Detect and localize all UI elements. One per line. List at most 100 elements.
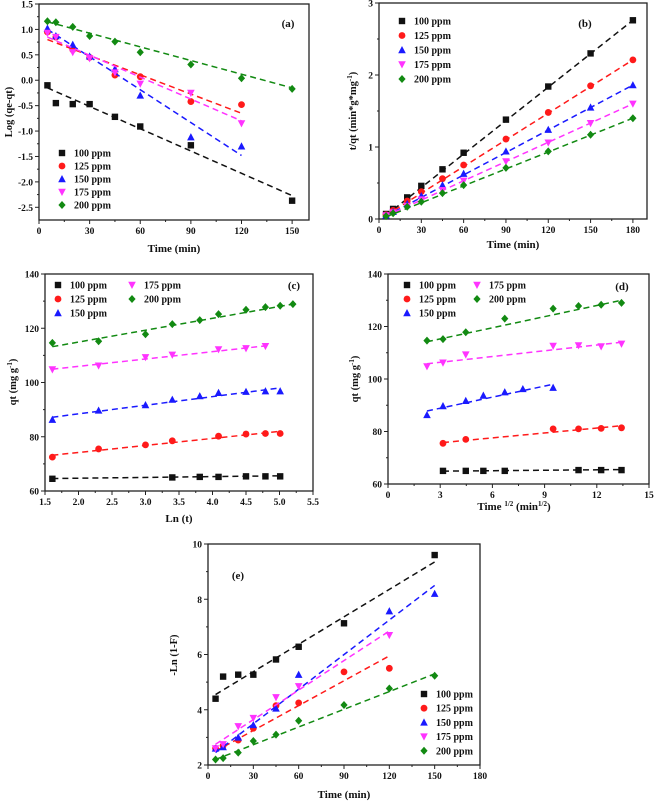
legend-entry: 150 ppm bbox=[403, 309, 457, 320]
data-point bbox=[168, 320, 176, 329]
data-point bbox=[238, 101, 245, 109]
data-point bbox=[439, 166, 446, 173]
chart-panel-b: 0 30 60 90 120 150 180 0 1 2 3 Time (min) t/qt (min*… bbox=[346, 0, 648, 251]
label-part: Log (qe-qt) bbox=[4, 86, 15, 137]
data-point bbox=[545, 83, 552, 90]
data-point bbox=[502, 116, 510, 123]
y-tick-label: 140 bbox=[368, 271, 383, 281]
data-point bbox=[597, 343, 605, 351]
label-part: Time (min) bbox=[487, 239, 540, 251]
x-tick-label: 0 bbox=[386, 491, 391, 501]
series-200-ppm bbox=[423, 298, 626, 345]
legend-marker bbox=[58, 188, 66, 196]
label-part: qt (mg g bbox=[8, 367, 19, 405]
series-200-ppm bbox=[43, 17, 296, 93]
y-tick-label: -2.0 bbox=[18, 178, 33, 188]
x-tick-label: 5.5 bbox=[307, 498, 319, 508]
data-point bbox=[195, 392, 204, 400]
y-tick-label: 1.0 bbox=[21, 26, 33, 36]
data-point bbox=[431, 671, 439, 680]
legend-entry: 175 ppm bbox=[128, 281, 182, 292]
data-point bbox=[439, 175, 446, 183]
data-point bbox=[629, 81, 637, 89]
data-point bbox=[249, 714, 258, 723]
data-point bbox=[295, 643, 302, 650]
data-point bbox=[549, 304, 557, 313]
data-point bbox=[234, 748, 242, 757]
data-point bbox=[272, 704, 280, 712]
data-point bbox=[68, 49, 77, 57]
legend-entry: 100 ppm bbox=[420, 690, 474, 701]
data-point bbox=[423, 363, 431, 371]
legend-entry: 200 ppm bbox=[398, 75, 452, 86]
x-tick-label: 120 bbox=[382, 772, 397, 782]
superscript: -1 bbox=[348, 359, 356, 365]
legend-entry: 150 ppm bbox=[420, 718, 474, 729]
superscript: 1/2 bbox=[504, 500, 513, 508]
legend-entry: 150 ppm bbox=[398, 46, 452, 57]
y-tick-label: 8 bbox=[197, 596, 202, 606]
legend-marker bbox=[58, 201, 66, 209]
data-point bbox=[111, 69, 119, 77]
data-point bbox=[629, 17, 637, 24]
fit-line bbox=[47, 28, 242, 157]
data-point bbox=[242, 345, 250, 353]
data-point bbox=[417, 188, 425, 196]
data-point bbox=[586, 103, 595, 111]
data-point bbox=[48, 366, 57, 374]
data-point bbox=[462, 435, 470, 443]
data-point bbox=[136, 48, 144, 57]
data-point bbox=[242, 387, 250, 395]
y-tick-label: 100 bbox=[25, 379, 40, 389]
legend-marker bbox=[403, 309, 411, 317]
legend-label: 100 ppm bbox=[414, 17, 452, 28]
data-point bbox=[459, 169, 468, 177]
fit-line bbox=[47, 38, 242, 114]
fit-line bbox=[442, 424, 622, 444]
data-point bbox=[618, 466, 625, 474]
data-point bbox=[587, 82, 594, 90]
label-part: ) bbox=[348, 71, 359, 75]
data-point bbox=[215, 473, 222, 481]
y-tick-label: 60 bbox=[373, 481, 383, 491]
superscript: -1 bbox=[6, 362, 14, 368]
legend-entry: 150 ppm bbox=[58, 175, 112, 186]
data-point bbox=[211, 745, 220, 753]
series-100-ppm bbox=[439, 466, 625, 475]
data-point bbox=[86, 32, 94, 41]
data-point bbox=[235, 671, 242, 678]
x-tick-label: 150 bbox=[428, 772, 443, 782]
data-point bbox=[423, 410, 431, 419]
data-point bbox=[294, 670, 303, 678]
data-point bbox=[574, 342, 583, 350]
data-point bbox=[340, 668, 348, 676]
data-point bbox=[136, 91, 145, 99]
data-point bbox=[214, 310, 223, 319]
data-point bbox=[574, 302, 583, 311]
data-point bbox=[52, 99, 60, 107]
x-tick-label: 150 bbox=[285, 227, 300, 237]
data-point bbox=[219, 673, 227, 680]
data-point bbox=[289, 300, 297, 309]
fit-line bbox=[52, 345, 266, 370]
y-tick-label: -1.5 bbox=[18, 153, 33, 163]
data-point bbox=[219, 741, 227, 749]
legend-label: 200 ppm bbox=[436, 746, 474, 757]
y-axis-label: -Ln (1-F) bbox=[169, 634, 180, 676]
data-point bbox=[49, 475, 56, 482]
y-tick-label: 80 bbox=[30, 433, 40, 443]
data-point bbox=[94, 406, 103, 414]
series-200-ppm bbox=[211, 671, 439, 764]
data-point bbox=[237, 142, 246, 150]
x-tick-label: 3.5 bbox=[173, 498, 185, 508]
data-point bbox=[262, 430, 269, 437]
x-tick-label: 90 bbox=[339, 772, 349, 782]
data-point bbox=[261, 342, 270, 351]
data-point bbox=[136, 80, 145, 88]
legend-label: 175 ppm bbox=[489, 281, 527, 292]
fit-line bbox=[426, 341, 622, 365]
legend-entry: 125 ppm bbox=[398, 31, 452, 42]
series-150-ppm bbox=[43, 24, 246, 157]
data-point bbox=[52, 18, 60, 27]
x-axis-label: Time (min) bbox=[318, 789, 371, 801]
